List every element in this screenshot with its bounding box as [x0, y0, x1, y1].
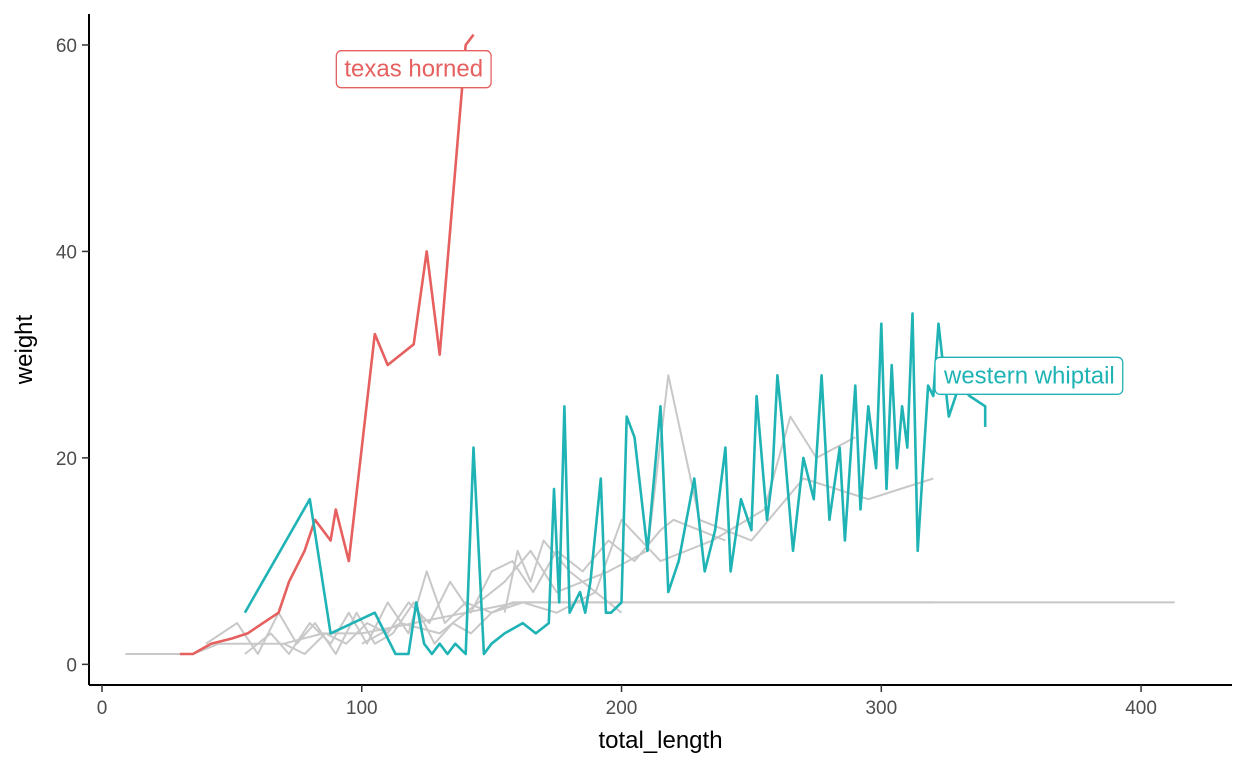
- x-tick-label: 100: [346, 698, 378, 719]
- y-axis-ticks: 0 20 40 60: [56, 36, 89, 676]
- series-label-box: [934, 356, 1124, 395]
- series-label-group: texas horned western whiptail: [335, 50, 1124, 395]
- axes-group: [88, 14, 1232, 686]
- series-label-text: western whiptail: [943, 362, 1115, 389]
- series-label-texas-horned: texas horned: [335, 50, 492, 89]
- x-tick-label: 0: [97, 698, 108, 719]
- y-tick-label: 20: [56, 449, 77, 470]
- x-tick-label: 300: [865, 698, 897, 719]
- x-tick-label: 400: [1125, 698, 1157, 719]
- y-tick-label: 60: [56, 36, 77, 57]
- background-series-line-2: [205, 601, 1175, 655]
- x-tick-label: 200: [606, 698, 638, 719]
- background-series-line-5: [361, 374, 934, 645]
- background-series-line-6: [503, 415, 856, 613]
- background-series-group: [125, 374, 1175, 655]
- series-line-western-whiptail: [243, 312, 987, 656]
- series-label-box: [335, 50, 492, 89]
- series-label-text: texas horned: [344, 56, 483, 83]
- background-series-line-4: [283, 518, 726, 655]
- highlighted-series-group: [179, 33, 987, 656]
- background-series-line-3: [244, 570, 623, 655]
- x-axis-ticks: 0 100 200 300 400: [97, 685, 1157, 719]
- series-label-western-whiptail: western whiptail: [934, 356, 1124, 395]
- y-tick-label: 0: [66, 655, 77, 676]
- y-tick-label: 40: [56, 242, 77, 263]
- y-axis-title: weight: [11, 314, 38, 385]
- x-axis-title: total_length: [598, 727, 722, 754]
- series-line-texas-horned: [179, 33, 475, 656]
